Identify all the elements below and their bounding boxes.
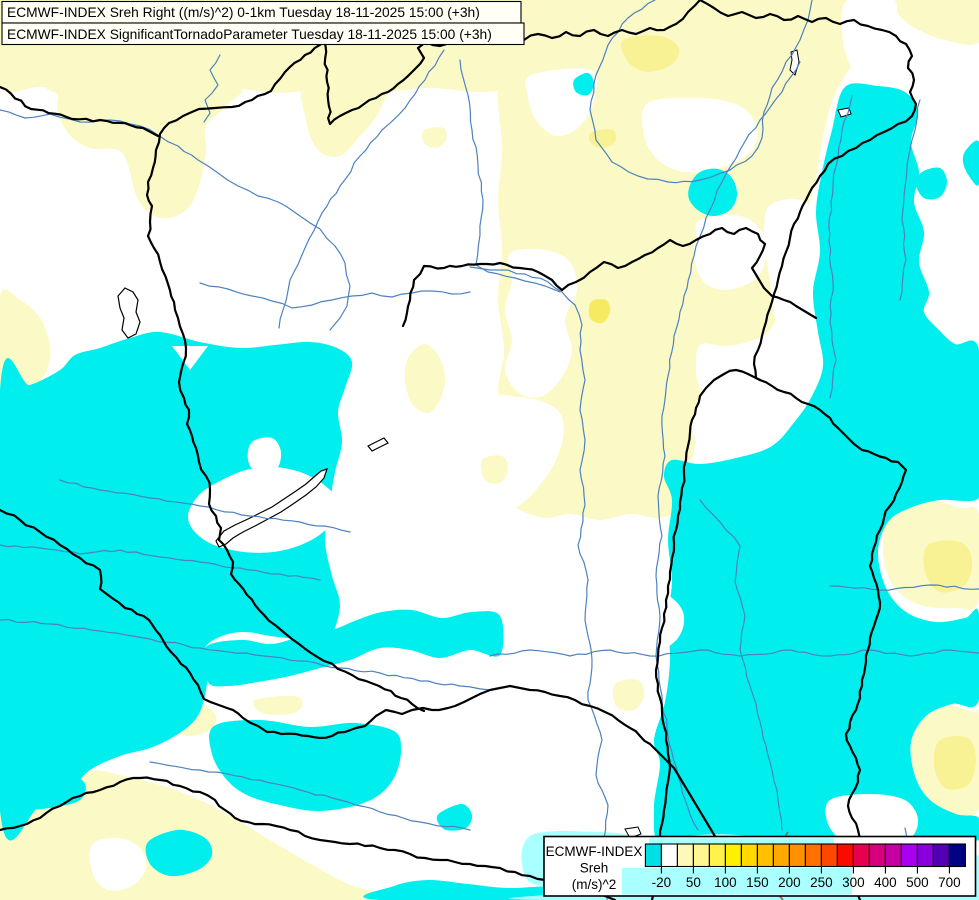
- svg-text:250: 250: [810, 875, 833, 890]
- svg-text:200: 200: [778, 875, 801, 890]
- svg-text:400: 400: [874, 875, 897, 890]
- svg-text:150: 150: [746, 875, 769, 890]
- svg-text:ECMWF-INDEX SignificantTornado: ECMWF-INDEX SignificantTornadoParameter …: [7, 27, 492, 42]
- svg-text:300: 300: [842, 875, 865, 890]
- svg-text:100: 100: [714, 875, 737, 890]
- svg-text:-20: -20: [652, 875, 672, 890]
- svg-text:(m/s)^2: (m/s)^2: [572, 877, 617, 892]
- svg-text:50: 50: [686, 875, 701, 890]
- svg-text:Sreh: Sreh: [580, 861, 609, 876]
- svg-text:ECMWF-INDEX Sreh Right ((m/s)^: ECMWF-INDEX Sreh Right ((m/s)^2) 0-1km T…: [7, 5, 480, 20]
- svg-text:700: 700: [938, 875, 961, 890]
- svg-text:ECMWF-INDEX: ECMWF-INDEX: [546, 844, 643, 859]
- svg-text:500: 500: [906, 875, 929, 890]
